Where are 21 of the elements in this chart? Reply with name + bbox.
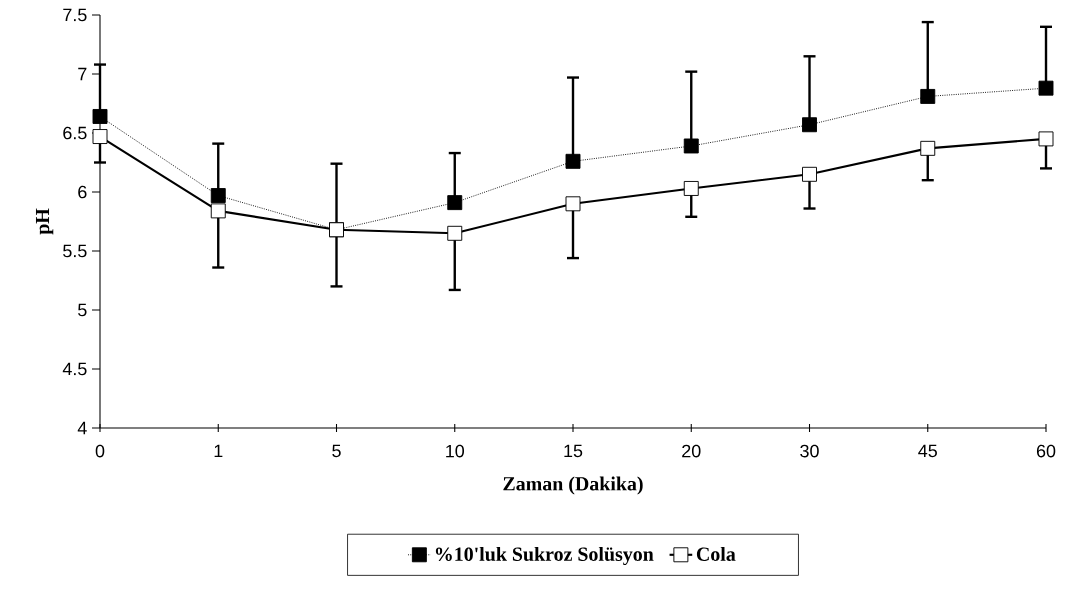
y-tick-label: 5 (78, 303, 87, 317)
y-axis-title: pH (35, 208, 54, 235)
y-tick-label: 6 (78, 185, 87, 199)
legend-label: Cola (696, 546, 736, 561)
x-tick-label: 0 (95, 444, 105, 458)
y-tick-label: 6.5 (63, 126, 87, 140)
x-tick-label: 5 (332, 444, 341, 458)
x-tick-label: 45 (918, 444, 937, 458)
x-tick-label: 20 (682, 444, 701, 458)
x-tick-label: 30 (800, 444, 819, 458)
x-axis-title: Zaman (Dakika) (503, 476, 643, 495)
x-tick-label: 10 (446, 444, 465, 458)
x-tick-label: 60 (1036, 444, 1056, 458)
x-tick-label: 15 (564, 444, 583, 458)
x-tick-label: 1 (214, 444, 223, 458)
y-tick-label: 4.5 (62, 362, 87, 376)
y-tick-label: 7 (78, 67, 87, 81)
y-tick-label: 4 (77, 421, 87, 435)
y-tick-label: 7.5 (63, 8, 87, 22)
y-tick-label: 5.5 (63, 244, 87, 258)
legend-label: %10'luk Sukroz Solüsyon (435, 546, 654, 565)
